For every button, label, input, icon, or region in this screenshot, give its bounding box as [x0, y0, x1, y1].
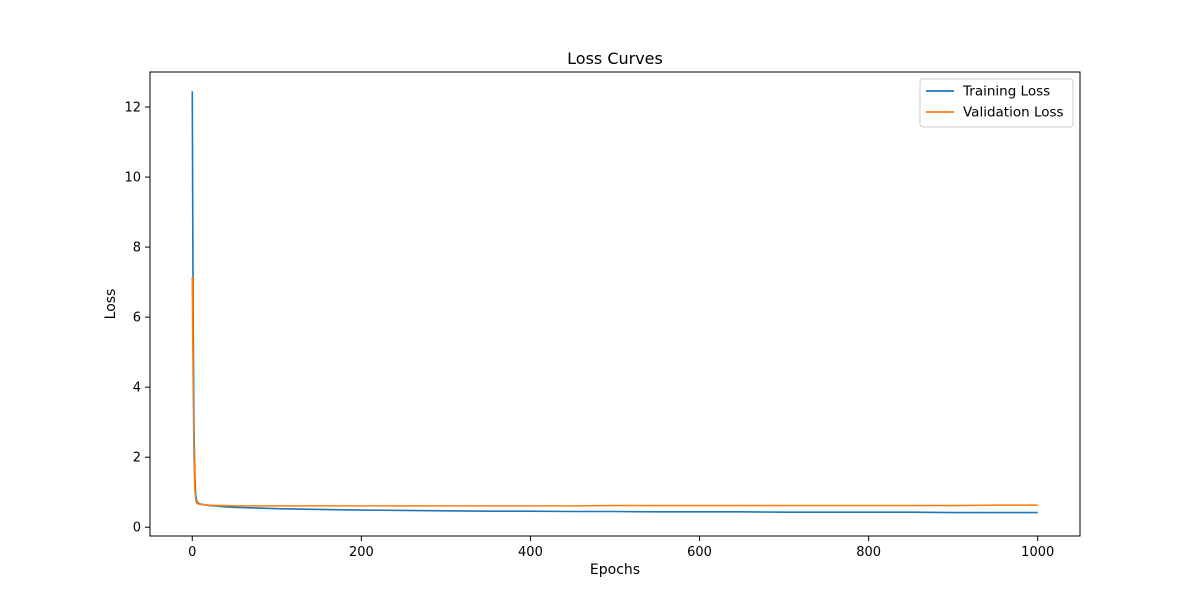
- legend-label: Training Loss: [962, 84, 1050, 100]
- x-tick-label: 800: [856, 545, 881, 560]
- legend-box: [919, 78, 1074, 128]
- y-tick-label: 2: [133, 451, 141, 466]
- plot-area: [191, 91, 1038, 514]
- y-tick-label: 12: [124, 101, 141, 116]
- y-axis-label: Loss: [103, 289, 119, 320]
- x-axis: 0 200 400 600 800 1000: [188, 536, 1054, 560]
- y-axis: 0 2 4 6 8 10 12: [124, 101, 150, 536]
- y-tick-label: 8: [133, 241, 141, 256]
- y-tick-label: 6: [133, 311, 141, 326]
- y-tick-label: 0: [133, 521, 141, 536]
- x-tick-label: 600: [687, 545, 712, 560]
- y-tick-label: 10: [124, 171, 141, 186]
- x-tick-label: 1000: [1021, 545, 1054, 560]
- x-tick-label: 0: [188, 545, 196, 560]
- y-tick-label: 4: [133, 381, 141, 396]
- series-line-validation-loss: [191, 276, 1038, 507]
- x-axis-label: Epochs: [590, 562, 640, 578]
- legend-label: Validation Loss: [963, 105, 1064, 121]
- legend: Training Loss Validation Loss: [919, 78, 1074, 128]
- x-tick-label: 200: [349, 545, 374, 560]
- plot-frame: [149, 71, 1081, 537]
- series-line-training-loss: [191, 91, 1038, 514]
- chart-title: Loss Curves: [567, 49, 663, 68]
- x-tick-label: 400: [518, 545, 543, 560]
